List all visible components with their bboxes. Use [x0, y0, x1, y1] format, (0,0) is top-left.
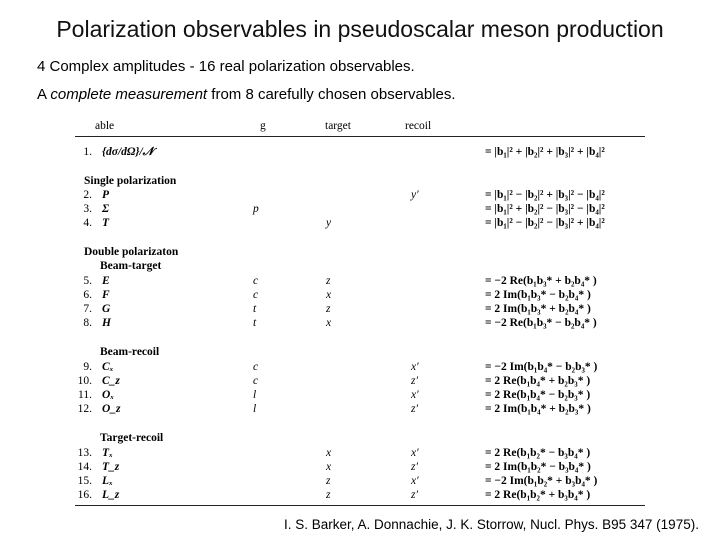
text: A — [37, 86, 51, 103]
observable: G — [102, 303, 111, 315]
expression: = |b₁|² − |b₂|² + |b₃|² − |b₄|² — [485, 189, 605, 201]
row-number: 9. — [83, 361, 92, 373]
expression: = 2 Im(b₁b₄* + b₂b₃* ) — [485, 403, 591, 415]
expression: = 2 Re(b₁b₄* − b₂b₃* ) — [485, 389, 591, 401]
beam: c — [253, 361, 259, 373]
expression: = −2 Re(b₁b₃* − b₂b₄* ) — [485, 317, 597, 329]
observable: E — [102, 275, 110, 287]
subsection-heading: Beam-recoil — [100, 346, 160, 358]
observable: F — [102, 289, 110, 301]
expression: = −2 Im(b₁b₂* + b₃b₄* ) — [485, 475, 598, 487]
beam: l — [253, 403, 257, 415]
column-header: g — [260, 120, 266, 132]
row-number: 15. — [77, 475, 92, 487]
subsection-heading: Target-recoil — [100, 432, 164, 444]
expression: = 2 Re(b₁b₄* + b₂b₃* ) — [485, 375, 591, 387]
expression: = 2 Im(b₁b₂* − b₃b₄* ) — [485, 461, 591, 473]
observable: H — [102, 317, 111, 329]
section-heading: Double polarizaton — [84, 246, 179, 258]
row-number: 11. — [78, 389, 92, 401]
row-number: 13. — [77, 447, 92, 459]
beam: p — [253, 203, 259, 215]
row-number: 4. — [83, 217, 92, 229]
expression: = 2 Im(b₁b₃* + b₂b₄* ) — [485, 303, 591, 315]
row-number: 7. — [83, 303, 92, 315]
target: x — [326, 461, 332, 473]
row-number: 14. — [77, 461, 92, 473]
section-heading: Single polarization — [84, 175, 177, 187]
row-number: 12. — [77, 403, 92, 415]
recoil: y′ — [411, 189, 419, 201]
observable: {dσ/dΩ}/𝒩 — [102, 146, 154, 158]
bottom-rule — [75, 505, 645, 506]
row-number: 2. — [83, 189, 92, 201]
expression: = 2 Im(b₁b₃* − b₂b₄* ) — [485, 289, 591, 301]
beam: t — [253, 317, 257, 329]
text: from 8 carefully chosen observables. — [207, 86, 456, 103]
row-number: 3. — [83, 203, 92, 215]
recoil: x′ — [411, 447, 419, 459]
target: x — [326, 317, 332, 329]
recoil: x′ — [411, 475, 419, 487]
beam: t — [253, 303, 257, 315]
row-number: 8. — [83, 317, 92, 329]
target: y — [326, 217, 332, 229]
recoil: z′ — [411, 461, 418, 473]
target: z — [326, 475, 331, 487]
expression: = −2 Re(b₁b₃* + b₂b₄* ) — [485, 275, 597, 287]
expression: = 2 Re(b₁b₂* − b₃b₄* ) — [485, 447, 591, 459]
recoil: x′ — [411, 389, 419, 401]
column-header: able — [95, 120, 115, 132]
row-number: 5. — [83, 275, 92, 287]
observable: C_z — [102, 375, 120, 387]
row-number: 6. — [83, 289, 92, 301]
row-number: 1. — [83, 146, 92, 158]
subsection-heading: Beam-target — [100, 260, 162, 272]
beam: c — [253, 275, 259, 287]
target: z — [326, 303, 331, 315]
beam: c — [253, 289, 259, 301]
expression: = |b₁|² + |b₂|² + |b₃|² + |b₄|² — [485, 146, 605, 158]
recoil: z′ — [411, 375, 418, 387]
expression: = −2 Im(b₁b₄* − b₂b₃* ) — [485, 361, 598, 373]
observable: T — [102, 217, 110, 229]
row-number: 10. — [77, 375, 92, 387]
slide-title: Polarization observables in pseudoscalar… — [56, 16, 664, 42]
observable: P — [102, 189, 110, 201]
beam: c — [253, 375, 259, 387]
scanned-table: able g target recoil 1. {dσ/dΩ}/𝒩 = |b₁|² … — [70, 115, 650, 515]
observable: Lₓ — [102, 475, 113, 487]
recoil: z′ — [411, 489, 418, 501]
column-header: recoil — [405, 120, 432, 132]
column-header: target — [325, 120, 351, 132]
expression: = |b₁|² − |b₂|² − |b₃|² + |b₄|² — [485, 217, 605, 229]
bullet: 4 Complex amplitudes - 16 real polarizat… — [37, 58, 415, 75]
citation: I. S. Barker, A. Donnachie, J. K. Storro… — [284, 517, 699, 532]
header-rule — [75, 136, 645, 137]
observable: Oₓ — [102, 389, 115, 401]
target: z — [326, 275, 331, 287]
expression: = |b₁|² + |b₂|² − |b₃|² − |b₄|² — [485, 203, 605, 215]
target: x — [326, 289, 332, 301]
bullet: A complete measurement from 8 carefully … — [37, 86, 456, 103]
observable: Tₓ — [102, 447, 113, 459]
beam: l — [253, 389, 257, 401]
target: x — [326, 447, 332, 459]
observable: O_z — [102, 403, 121, 415]
expression: = 2 Re(b₁b₂* + b₃b₄* ) — [485, 489, 591, 501]
observable: Cₓ — [102, 361, 114, 373]
observable: L_z — [102, 489, 120, 501]
observable: Σ — [102, 203, 110, 215]
row-number: 16. — [77, 489, 92, 501]
emphasis: complete measurement — [50, 86, 208, 103]
recoil: z′ — [411, 403, 418, 415]
target: z — [326, 489, 331, 501]
recoil: x′ — [411, 361, 419, 373]
observable: T_z — [102, 461, 120, 473]
